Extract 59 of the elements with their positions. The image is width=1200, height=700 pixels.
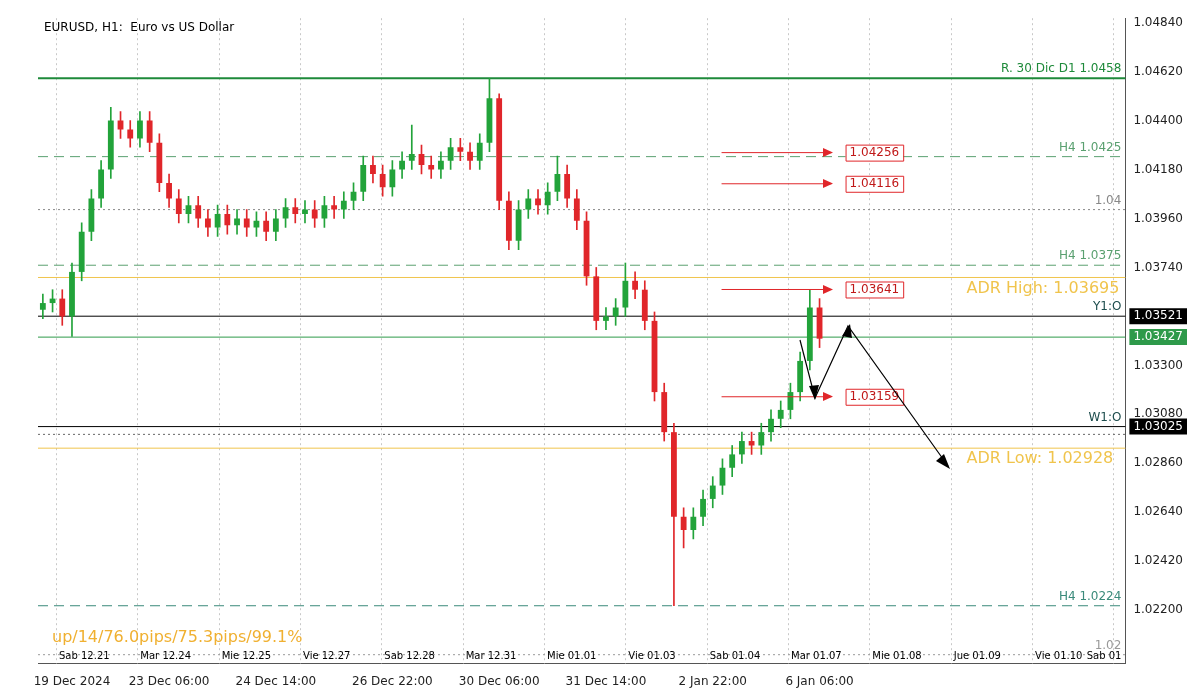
annotation: Jue 01.09 (952, 650, 1001, 662)
ref-line-label: R. 30 Dic D1 1.0458 (1001, 61, 1122, 76)
ref-line-label: H4 1.0224 (1058, 588, 1122, 603)
y-tick-label: 1.04400 (1133, 112, 1183, 127)
annotation: Sab 01.04 (709, 650, 761, 662)
x-tick-label: 26 Dec 22:00 (352, 673, 433, 688)
y-tick-label: 1.04180 (1133, 161, 1183, 176)
annotation: Mie 12.25 (221, 650, 272, 662)
x-tick-label: 24 Dec 14:00 (235, 673, 317, 688)
chart-title: EURUSD, H1: Euro vs US Dollar (44, 20, 235, 35)
ref-line-label: ADR Low: 1.02928 (966, 448, 1114, 468)
annotation: Mar 12.31 (465, 650, 517, 662)
ref-line-label: 1.02 (1094, 637, 1122, 652)
annotation: up/14/76.0pips/75.3pips/99.1% (52, 626, 303, 646)
annotation: Vie 12.27 (303, 650, 351, 662)
candlestick (603, 307, 609, 331)
x-tick-label: 23 Dec 06:00 (128, 673, 210, 688)
candlestick (428, 155, 435, 179)
y-tick-label: 1.03300 (1133, 357, 1183, 372)
annotation: Sab 01 (1086, 650, 1122, 662)
y-tick-label: 1.03740 (1133, 259, 1183, 274)
candlestick (331, 195, 338, 219)
ref-line-label: 1.04256 (849, 144, 900, 159)
ref-line-label: Y1:O (1091, 299, 1122, 314)
ref-line-label: H4 1.0375 (1058, 248, 1122, 263)
annotation: Vie 01.03 (628, 650, 676, 662)
ref-line-label: 1.03641 (849, 281, 900, 296)
candlestick (457, 138, 464, 161)
y-tick-label: 1.03521 (1133, 308, 1183, 323)
y-tick-label: 1.02860 (1133, 455, 1183, 470)
annotation: Vie 01.10 (1035, 650, 1083, 662)
annotation: Mar 01.07 (791, 650, 842, 662)
ref-line-label: 1.04116 (849, 175, 900, 190)
annotation: Sab 12.21 (59, 650, 110, 662)
annotation: Mie 01.08 (872, 650, 922, 662)
x-tick-label: 30 Dec 06:00 (458, 673, 540, 688)
ref-line-label: 1.04 (1094, 192, 1122, 207)
annotation: Sab 12.28 (384, 650, 435, 662)
ref-line-label: H4 1.0425 (1058, 139, 1122, 154)
candlestick (408, 124, 415, 170)
y-tick-label: 1.03427 (1133, 329, 1183, 344)
y-tick-label: 1.03080 (1133, 406, 1183, 421)
x-tick-label: 31 Dec 14:00 (565, 673, 647, 688)
y-tick-label: 1.04840 (1133, 14, 1183, 29)
y-tick-label: 1.02640 (1133, 504, 1183, 519)
y-tick-label: 1.02200 (1133, 602, 1183, 617)
y-tick-label: 1.03960 (1133, 210, 1183, 225)
ref-line-label: W1:O (1088, 409, 1122, 424)
x-tick-label: 19 Dec 2024 (33, 673, 111, 688)
candlestick (302, 200, 308, 224)
x-tick-label: 2 Jan 22:00 (678, 673, 747, 688)
y-tick-label: 1.02420 (1133, 553, 1183, 568)
annotation: Mar 12.24 (140, 650, 192, 662)
y-tick-label: 1.03025 (1133, 418, 1183, 433)
y-tick-label: 1.04620 (1133, 63, 1183, 78)
annotation: Mie 01.01 (547, 650, 597, 662)
ref-line-label: ADR High: 1.03695 (966, 277, 1120, 297)
x-tick-label: 6 Jan 06:00 (785, 673, 854, 688)
ref-line-label: 1.03159 (849, 388, 900, 403)
